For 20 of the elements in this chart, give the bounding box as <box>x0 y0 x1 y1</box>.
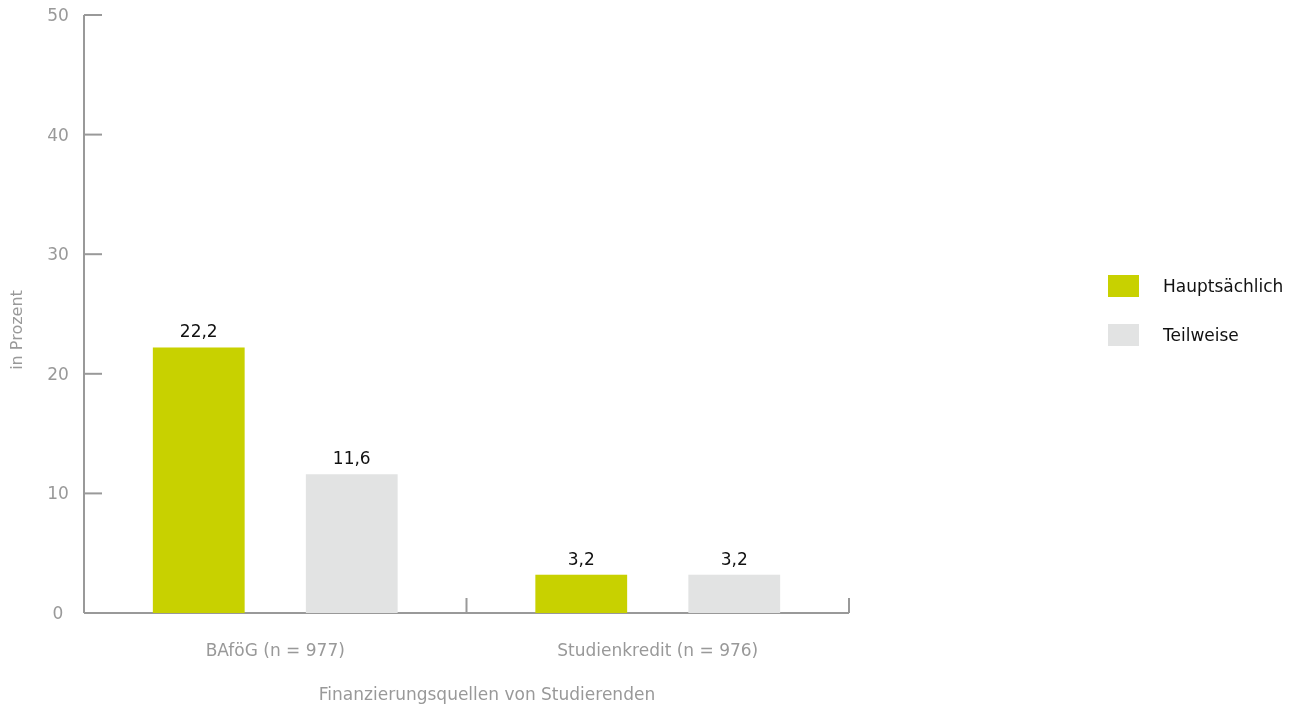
bar <box>305 474 398 613</box>
y-tick-label: 20 <box>47 363 69 384</box>
y-tick-label: 10 <box>47 483 69 504</box>
legend-label: Hauptsächlich <box>1163 275 1284 296</box>
legend-label: Teilweise <box>1162 324 1239 345</box>
bar <box>152 347 245 613</box>
y-tick-label: 50 <box>47 4 69 25</box>
data-label: 11,6 <box>332 448 371 469</box>
y-tick-label: 30 <box>47 244 69 265</box>
x-tick-label: BAföG (n = 977) <box>205 640 345 660</box>
y-tick-label: 40 <box>47 124 69 145</box>
bar <box>535 574 628 613</box>
data-label: 22,2 <box>179 321 218 342</box>
x-axis-title: Finanzierungsquellen von Studierenden <box>318 684 656 704</box>
data-label: 3,2 <box>567 548 595 569</box>
y-tick-label: 0 <box>52 602 64 623</box>
data-label: 3,2 <box>720 548 748 569</box>
bar <box>688 574 781 613</box>
y-axis-title: in Prozent <box>7 290 26 370</box>
x-tick-label: Studienkredit (n = 976) <box>557 640 759 660</box>
